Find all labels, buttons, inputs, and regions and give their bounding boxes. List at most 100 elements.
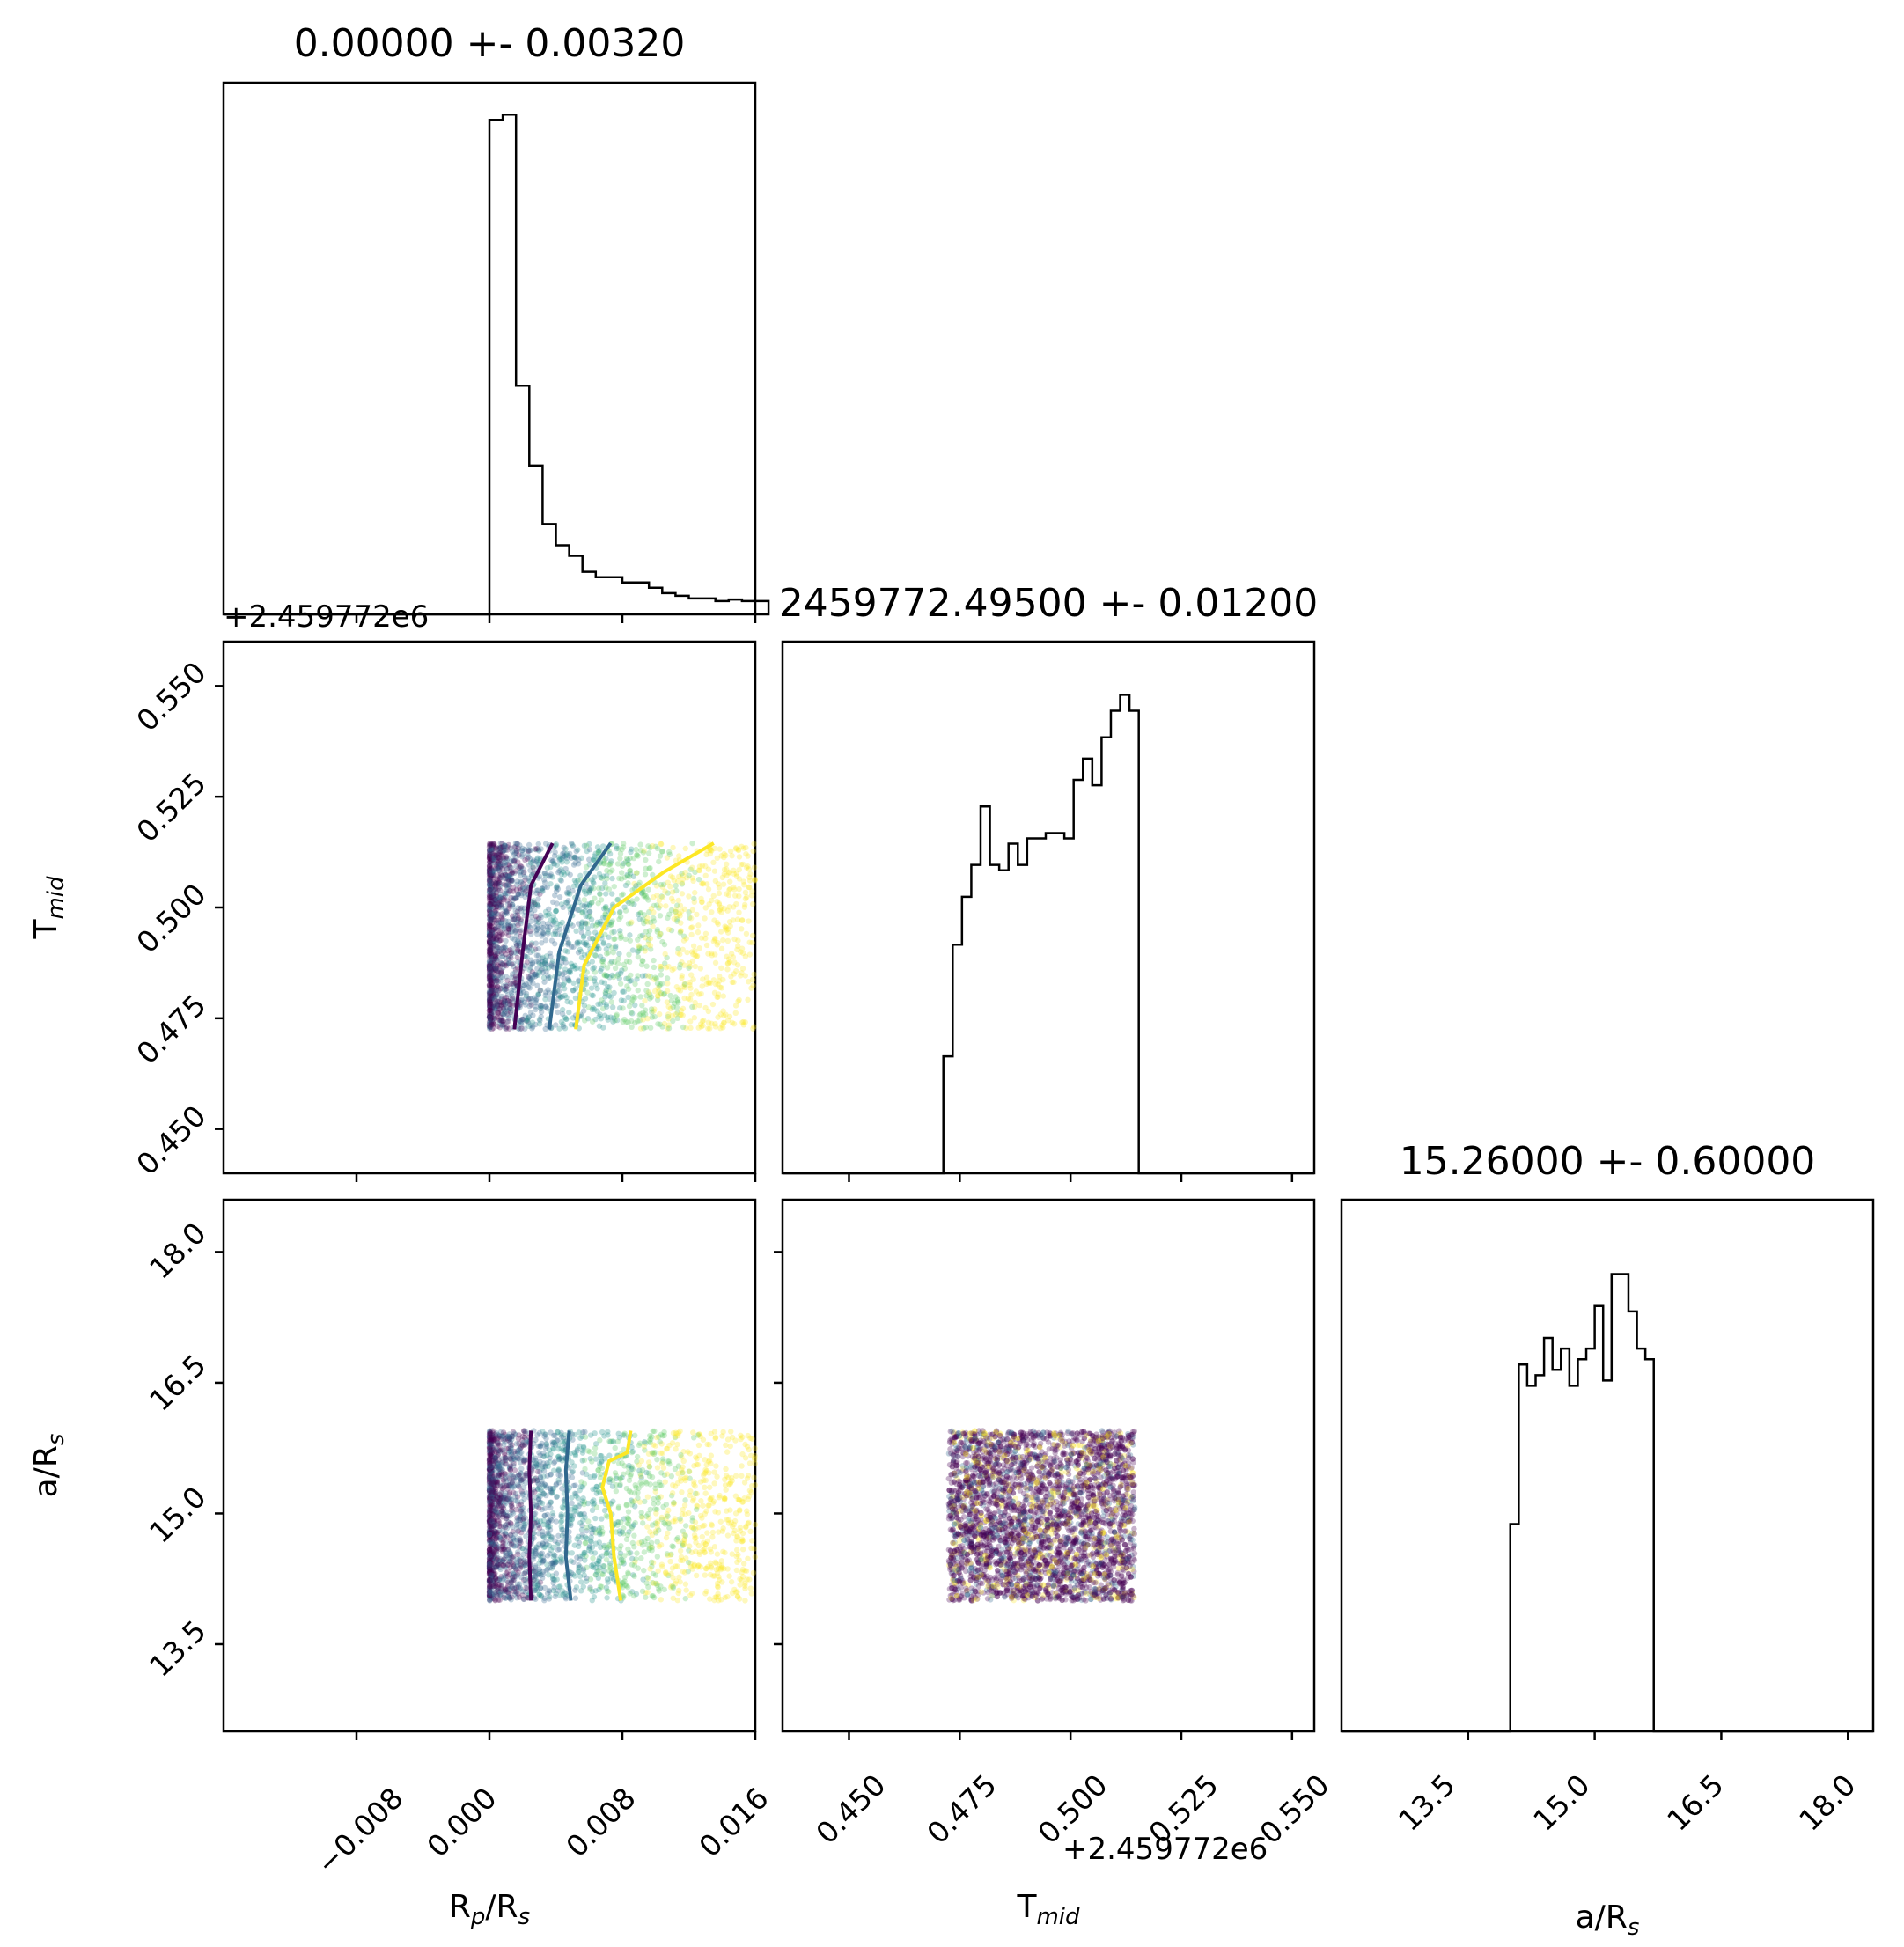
scatter-point — [489, 846, 495, 853]
scatter-point — [711, 1544, 718, 1550]
scatter-point — [581, 951, 588, 959]
scatter-point — [505, 929, 511, 936]
scatter-point — [519, 865, 526, 872]
scatter-point — [619, 863, 626, 869]
scatter-point — [589, 922, 596, 929]
scatter-point — [533, 1006, 539, 1013]
scatter-point — [592, 1456, 599, 1462]
scatter-point — [552, 849, 558, 856]
scatter-point — [546, 906, 552, 913]
scatter-point — [731, 1021, 738, 1027]
scatter-point — [728, 951, 735, 957]
scatter-point — [626, 1550, 632, 1556]
scatter-point — [540, 969, 546, 976]
scatter-point — [527, 999, 534, 1005]
scatter-point — [729, 979, 736, 986]
scatter-point — [486, 881, 493, 887]
scatter-point — [742, 1585, 748, 1592]
scatter-point — [618, 870, 625, 876]
scatter-point — [487, 851, 493, 857]
scatter-point — [674, 1010, 680, 1016]
scatter-point — [492, 852, 498, 858]
scatter-point — [621, 860, 627, 867]
scatter-point — [631, 901, 637, 907]
scatter-point — [663, 1445, 670, 1452]
scatter-point — [513, 849, 520, 856]
scatter-point — [486, 997, 493, 1003]
scatter-point — [486, 937, 493, 944]
scatter-point — [513, 1473, 519, 1480]
scatter-point — [507, 1005, 513, 1012]
scatter-point — [651, 1580, 657, 1586]
scatter-point — [673, 883, 679, 889]
scatter-point — [496, 879, 503, 886]
scatter-point — [489, 911, 495, 917]
scatter-point — [568, 944, 575, 950]
scatter-point — [571, 1542, 578, 1548]
scatter-point — [488, 993, 495, 1000]
scatter-point — [509, 913, 516, 919]
scatter-point — [579, 910, 585, 916]
scatter-point — [544, 1566, 551, 1573]
scatter-point — [617, 1005, 623, 1011]
scatter-point — [592, 895, 598, 901]
scatter-point — [702, 935, 709, 942]
scatter-point — [599, 915, 606, 921]
scatter-point — [669, 966, 675, 974]
scatter-point — [564, 949, 571, 955]
scatter-point — [489, 995, 496, 1002]
scatter-point — [684, 949, 690, 956]
scatter-point — [655, 1021, 661, 1027]
scatter-point — [487, 870, 493, 877]
scatter-point — [555, 1009, 561, 1016]
scatter-point — [657, 1021, 663, 1027]
scatter-point — [661, 941, 668, 948]
panel-a-vs-t — [781, 1198, 1316, 1733]
scatter-point — [752, 878, 758, 884]
scatter-point — [534, 1432, 540, 1438]
scatter-point — [701, 1522, 708, 1529]
scatter-point — [746, 1576, 753, 1583]
scatter-point — [656, 983, 663, 989]
scatter-point — [577, 907, 583, 913]
scatter-point — [522, 1012, 528, 1019]
scatter-point — [638, 1458, 645, 1465]
scatter-point — [692, 948, 698, 954]
scatter-point — [489, 911, 496, 917]
scatter-point — [745, 1473, 752, 1479]
scatter-point — [517, 1581, 523, 1587]
scatter-point — [657, 963, 663, 970]
scatter-point — [695, 1564, 701, 1570]
scatter-point — [493, 863, 500, 869]
histogram-step-line — [1342, 1273, 1873, 1733]
scatter-point — [658, 841, 665, 848]
scatter-point — [707, 1484, 713, 1490]
scatter-point — [617, 856, 623, 862]
scatter-point — [487, 900, 493, 907]
scatter-point — [533, 927, 540, 933]
scatter-point — [599, 966, 605, 972]
scatter-point — [741, 901, 748, 908]
scatter-point — [629, 919, 635, 925]
scatter-point — [486, 856, 493, 862]
scatter-point — [715, 994, 721, 1000]
scatter-point — [540, 925, 547, 931]
scatter-point — [578, 1479, 584, 1485]
scatter-point — [702, 1004, 709, 1011]
scatter-point — [729, 1590, 736, 1597]
scatter-point — [505, 925, 511, 932]
scatter-point — [487, 855, 493, 862]
scatter-point — [719, 1022, 725, 1028]
scatter-point — [534, 1468, 541, 1475]
scatter-point — [658, 893, 665, 900]
scatter-point — [656, 1010, 663, 1018]
scatter-point — [496, 863, 504, 870]
scatter-point — [502, 998, 508, 1004]
scatter-point — [561, 985, 568, 992]
scatter-point — [746, 866, 752, 872]
scatter-point — [614, 861, 621, 867]
scatter-point — [493, 965, 499, 972]
scatter-point — [675, 1470, 681, 1477]
scatter-point — [515, 948, 522, 955]
scatter-point — [683, 1474, 689, 1480]
